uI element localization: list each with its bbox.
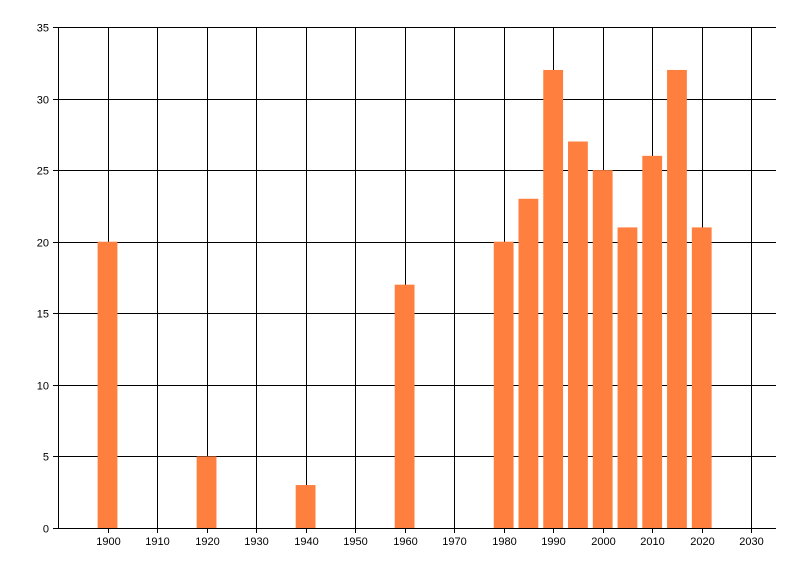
x-tick-label: 1940: [294, 536, 318, 548]
axes: [53, 27, 776, 533]
bar-1985: [518, 198, 539, 528]
x-tick-label: 1990: [541, 536, 565, 548]
bar-2005: [617, 227, 638, 528]
bar-1990: [543, 69, 564, 528]
y-tick-label: 15: [37, 309, 49, 321]
x-tick-label: 2000: [591, 536, 615, 548]
x-tick-label: 2030: [739, 536, 763, 548]
x-tick-label: 1900: [96, 536, 120, 548]
y-tick-label: 10: [37, 381, 49, 393]
bar-2020: [691, 227, 712, 528]
bar-1900: [97, 241, 118, 528]
tick-labels: 0 5 10 15 20 25 30 35 1900 1910 1920 1930 1940 1950 19…: [37, 23, 764, 549]
bars: [97, 69, 712, 529]
bar-2000: [592, 170, 613, 528]
x-tick-label: 1970: [442, 536, 466, 548]
x-tick-label: 1910: [145, 536, 169, 548]
y-tick-label: 25: [37, 166, 49, 178]
y-tick-label: 30: [37, 95, 49, 107]
x-tick-label: 1960: [393, 536, 417, 548]
x-tick-label: 1920: [195, 536, 219, 548]
bar-2015: [667, 69, 687, 528]
x-tick-label: 1930: [244, 536, 268, 548]
y-tick-label: 35: [37, 23, 49, 35]
bar-1995: [568, 141, 588, 528]
bar-1980: [493, 241, 514, 528]
x-tick-label: 1980: [492, 536, 516, 548]
x-tick-label: 1950: [343, 536, 367, 548]
bar-1920: [196, 456, 217, 528]
y-tick-label: 5: [43, 452, 49, 464]
x-tick-label: 2010: [640, 536, 664, 548]
y-tick-label: 20: [37, 238, 49, 250]
bar-1940: [295, 485, 316, 528]
bar-2010: [642, 155, 663, 529]
bar-1960: [394, 284, 415, 528]
y-tick-label: 0: [43, 524, 49, 536]
x-tick-label: 2020: [690, 536, 714, 548]
